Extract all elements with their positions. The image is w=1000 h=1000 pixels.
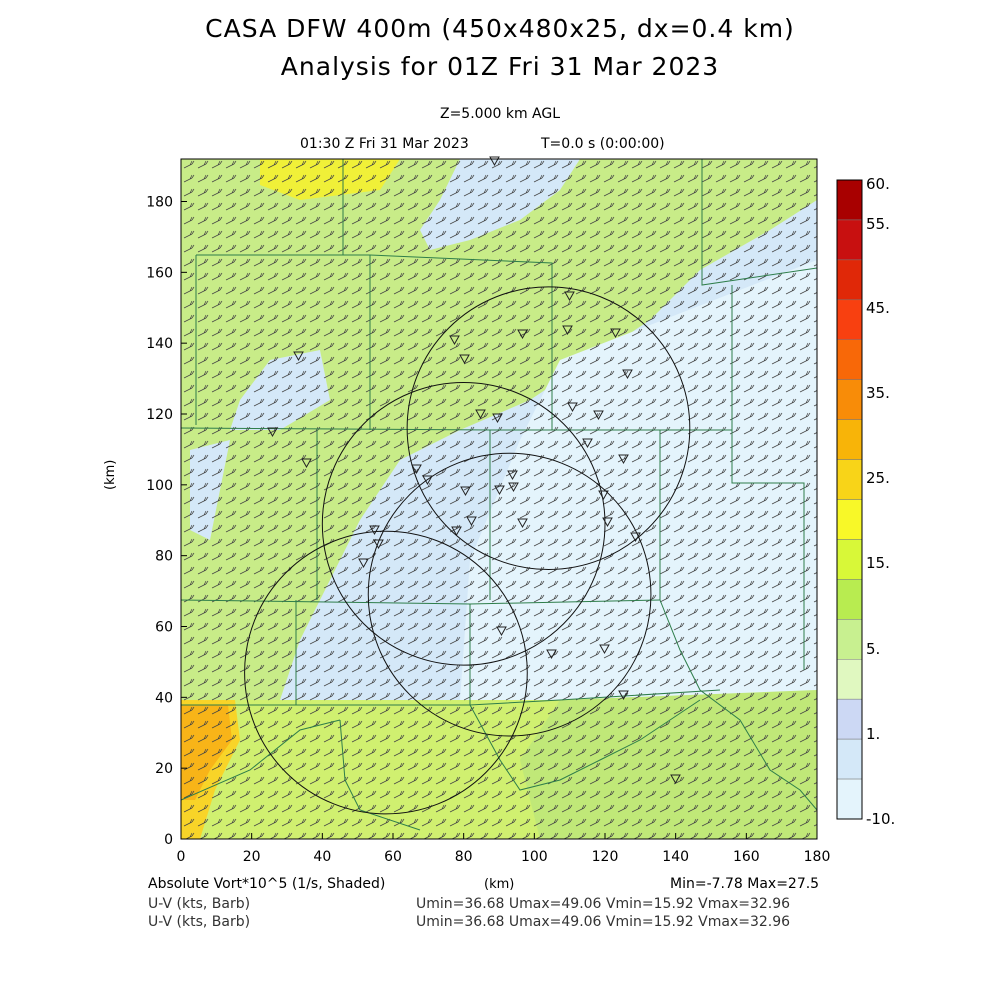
- colorbar-label: 25.: [866, 469, 890, 487]
- colorbar-swatch: [836, 738, 863, 780]
- field3-label: U-V (kts, Barb): [148, 914, 251, 930]
- plot-title: CASA DFW 400m (450x480x25, dx=0.4 km): [205, 14, 795, 43]
- field2-range: Umin=36.68 Umax=49.06 Vmin=15.92 Vmax=32…: [416, 896, 791, 912]
- valid-time-label: 01:30 Z Fri 31 Mar 2023: [300, 136, 469, 152]
- colorbar-label: 15.: [866, 554, 890, 572]
- y-tick-label: 80: [155, 549, 173, 565]
- colorbar: 60. 55. 45. 35. 25. 15. 5. 1. -10.: [836, 175, 895, 828]
- colorbar-label: 35.: [866, 384, 890, 402]
- x-tick-label: 180: [804, 849, 831, 865]
- level-label: Z=5.000 km AGL: [439, 106, 561, 122]
- y-tick-label: 100: [146, 478, 173, 494]
- radar-range-rings: [244, 286, 691, 815]
- plot-frame: [180, 158, 818, 840]
- x-axis: 0 20 40 60 80 100 120 140 160 180: [177, 833, 831, 865]
- colorbar-swatch: [836, 698, 863, 740]
- x-tick-label: 60: [384, 849, 402, 865]
- radar-ring-1: [406, 286, 691, 570]
- x-axis-label: (km): [484, 877, 515, 892]
- colorbar-swatch: [836, 499, 863, 540]
- colorbar-swatch: [836, 259, 863, 301]
- y-tick-label: 160: [146, 265, 173, 281]
- colorbar-label: -10.: [866, 810, 895, 828]
- colorbar-label: 55.: [866, 215, 890, 233]
- field1-label: Absolute Vort*10^5 (1/s, Shaded): [148, 876, 386, 892]
- y-tick-label: 0: [164, 832, 173, 848]
- colorbar-label: 1.: [866, 725, 880, 743]
- colorbar-swatch: [836, 219, 863, 261]
- colorbar-swatch: [836, 659, 863, 700]
- field1-range: Min=-7.78 Max=27.5: [670, 876, 820, 892]
- x-tick-label: 100: [521, 849, 548, 865]
- wind-barbs: [181, 159, 817, 839]
- x-tick-label: 80: [455, 849, 473, 865]
- colorbar-swatch: [836, 579, 863, 620]
- colorbar-swatch: [836, 179, 863, 221]
- colorbar-swatch: [836, 539, 863, 580]
- colorbar-swatch: [836, 778, 863, 820]
- county-boundaries: [181, 159, 817, 831]
- colorbar-swatch: [836, 379, 863, 420]
- colorbar-swatch: [836, 339, 863, 380]
- colorbar-swatch: [836, 419, 863, 460]
- colorbar-label: 60.: [866, 175, 890, 193]
- colorbar-label: 5.: [866, 640, 880, 658]
- y-tick-label: 120: [146, 407, 173, 423]
- radar-ring-2: [321, 381, 606, 666]
- x-tick-label: 120: [592, 849, 619, 865]
- x-tick-label: 160: [733, 849, 760, 865]
- colorbar-swatch: [836, 459, 863, 500]
- field3-range: Umin=36.68 Umax=49.06 Vmin=15.92 Vmax=32…: [416, 914, 791, 930]
- y-tick-label: 40: [155, 690, 173, 706]
- y-tick-label: 60: [155, 620, 173, 636]
- colorbar-swatch: [836, 619, 863, 660]
- y-tick-label: 20: [155, 761, 173, 777]
- x-tick-label: 20: [243, 849, 261, 865]
- radar-ring-3: [367, 452, 652, 737]
- colorbar-swatch: [836, 299, 863, 340]
- station-markers: [267, 156, 681, 785]
- y-tick-label: 180: [146, 195, 173, 211]
- x-tick-label: 0: [177, 849, 186, 865]
- x-tick-label: 40: [313, 849, 331, 865]
- radar-ring-4: [244, 530, 528, 815]
- field2-label: U-V (kts, Barb): [148, 896, 251, 912]
- y-axis-label: (km): [103, 459, 118, 490]
- time-info-label: T=0.0 s (0:00:00): [541, 136, 665, 152]
- colorbar-label: 45.: [866, 299, 890, 317]
- y-tick-label: 140: [146, 336, 173, 352]
- plot-subtitle: Analysis for 01Z Fri 31 Mar 2023: [280, 52, 720, 81]
- x-tick-label: 140: [662, 849, 689, 865]
- y-axis: 0 20 40 60 80 100 120 140 160 180: [146, 195, 187, 848]
